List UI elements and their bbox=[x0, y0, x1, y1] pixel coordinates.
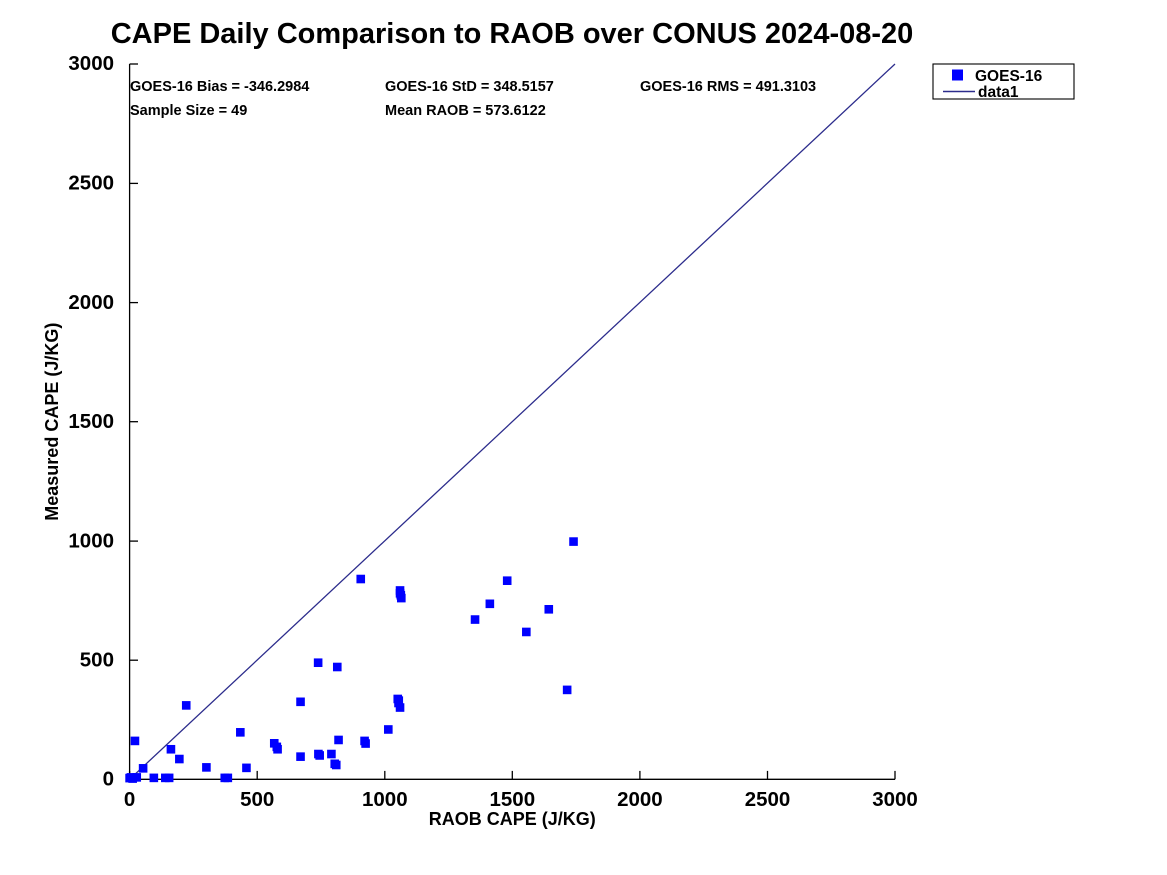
svg-text:2000: 2000 bbox=[617, 788, 663, 811]
svg-text:Sample Size = 49: Sample Size = 49 bbox=[130, 103, 247, 119]
svg-text:Mean RAOB = 573.6122: Mean RAOB = 573.6122 bbox=[385, 103, 546, 119]
svg-text:0: 0 bbox=[124, 788, 135, 811]
svg-text:GOES-16 RMS = 491.3103: GOES-16 RMS = 491.3103 bbox=[640, 79, 816, 95]
svg-text:3000: 3000 bbox=[68, 52, 114, 75]
svg-text:0: 0 bbox=[103, 768, 114, 791]
svg-text:2000: 2000 bbox=[68, 291, 114, 314]
svg-text:2500: 2500 bbox=[68, 172, 114, 195]
svg-text:Measured CAPE (J/KG): Measured CAPE (J/KG) bbox=[42, 323, 62, 521]
svg-text:500: 500 bbox=[240, 788, 274, 811]
svg-text:CAPE Daily Comparison to RAOB: CAPE Daily Comparison to RAOB over CONUS… bbox=[111, 18, 914, 50]
svg-text:data1: data1 bbox=[978, 84, 1019, 101]
svg-text:GOES-16: GOES-16 bbox=[975, 68, 1043, 85]
svg-text:2500: 2500 bbox=[745, 788, 791, 811]
svg-text:GOES-16 Bias = -346.2984: GOES-16 Bias = -346.2984 bbox=[130, 79, 309, 95]
svg-text:500: 500 bbox=[80, 648, 114, 671]
svg-text:1500: 1500 bbox=[68, 410, 114, 433]
svg-text:1000: 1000 bbox=[68, 529, 114, 552]
svg-text:RAOB CAPE (J/KG): RAOB CAPE (J/KG) bbox=[429, 809, 596, 829]
svg-text:1500: 1500 bbox=[489, 788, 535, 811]
svg-text:3000: 3000 bbox=[872, 788, 918, 811]
svg-text:1000: 1000 bbox=[362, 788, 408, 811]
svg-text:GOES-16 StD = 348.5157: GOES-16 StD = 348.5157 bbox=[385, 79, 554, 95]
